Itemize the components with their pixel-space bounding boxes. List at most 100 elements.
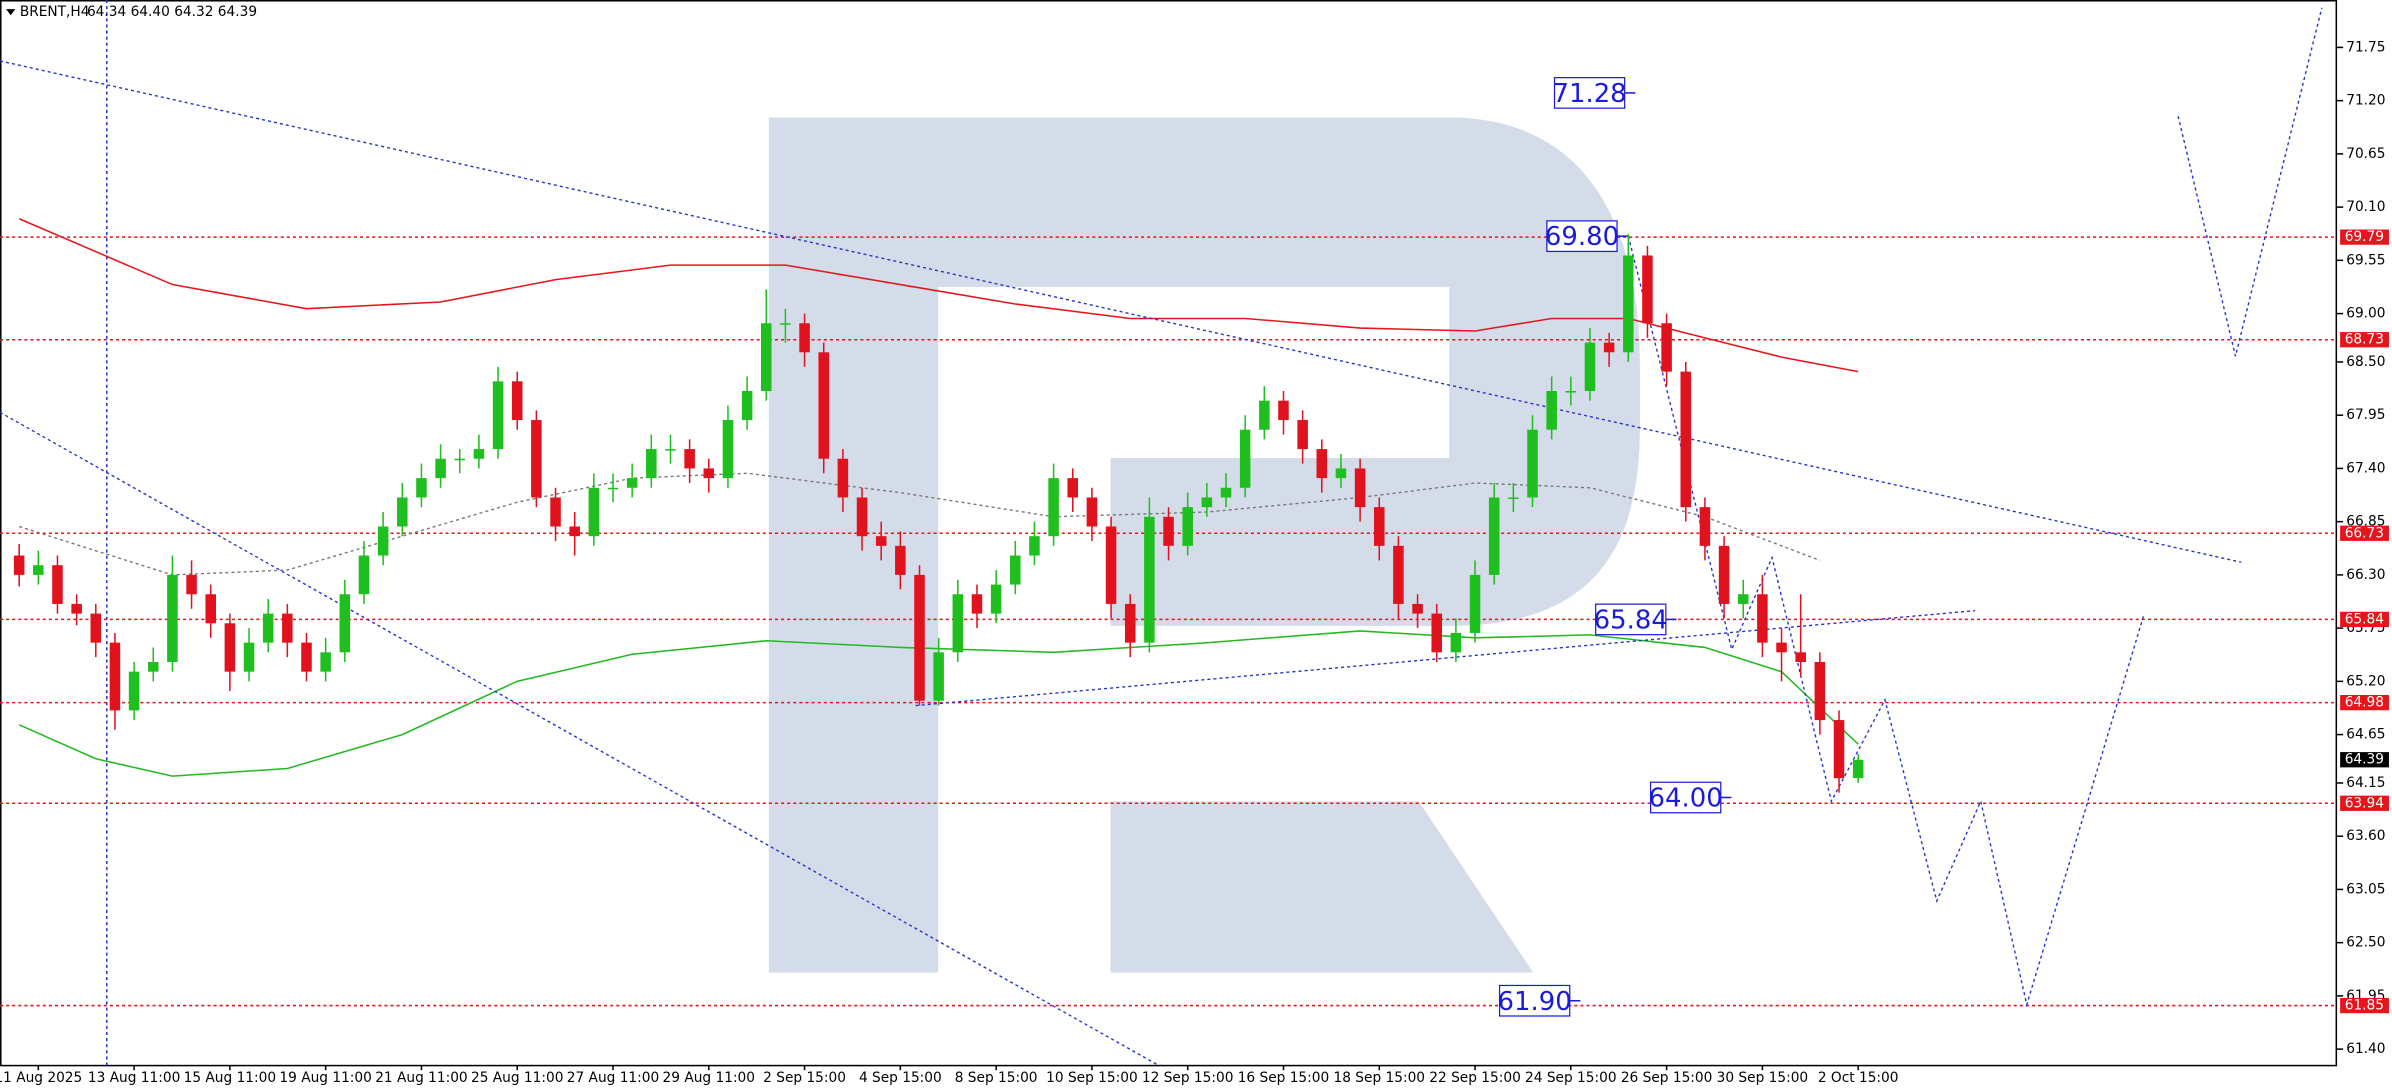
candle-body xyxy=(1029,536,1040,556)
candle-body xyxy=(358,555,370,595)
level-label: 63.94 xyxy=(2345,795,2384,811)
x-tick-label: 19 Aug 11:00 xyxy=(279,1070,371,1086)
candle-body xyxy=(1105,526,1117,604)
level-label-bg xyxy=(2340,525,2389,541)
x-tick-label: 18 Sep 15:00 xyxy=(1333,1070,1425,1086)
candle-body xyxy=(1124,603,1136,643)
candle-body xyxy=(1737,594,1749,604)
candle-body xyxy=(1852,759,1864,779)
candle-body xyxy=(760,323,772,392)
candle-body xyxy=(952,594,964,653)
candle-body xyxy=(1086,497,1098,527)
x-tick-label: 27 Aug 11:00 xyxy=(567,1070,659,1086)
candle-body xyxy=(1297,420,1308,450)
candle-body xyxy=(741,391,753,421)
current-price-label: 64.39 xyxy=(2345,752,2384,768)
candle-body xyxy=(1373,507,1385,546)
candle-body xyxy=(435,458,446,479)
candle-body xyxy=(1144,516,1155,643)
x-tick-label: 22 Sep 15:00 xyxy=(1429,1070,1521,1086)
candle-body xyxy=(703,468,715,479)
y-tick-label: 64.65 xyxy=(2346,727,2385,743)
candle-body xyxy=(1776,642,1787,653)
level-label: 66.73 xyxy=(2345,525,2384,541)
x-tick-label: 10 Sep 15:00 xyxy=(1046,1070,1138,1086)
candle-body xyxy=(531,420,542,498)
trend-line xyxy=(0,411,1160,1067)
x-tick-label: 13 Aug 11:00 xyxy=(88,1070,180,1086)
candle-body xyxy=(1431,613,1442,653)
candle-body xyxy=(550,497,561,527)
y-tick-label: 62.50 xyxy=(2346,935,2385,951)
level-label: 64.98 xyxy=(2345,695,2384,711)
candle-body xyxy=(875,536,887,546)
level-label-bg xyxy=(2340,611,2389,628)
y-tick-label: 63.05 xyxy=(2346,881,2385,897)
candle-body xyxy=(1680,371,1692,508)
candle-body xyxy=(13,555,25,575)
annotation-label: 71.28 xyxy=(1552,79,1626,109)
candle-body xyxy=(799,323,810,353)
candle-body xyxy=(473,449,485,459)
y-tick-label: 71.20 xyxy=(2346,93,2385,109)
candle-body xyxy=(243,642,255,672)
candle-body xyxy=(1163,516,1174,546)
level-label: 65.84 xyxy=(2345,611,2384,627)
candle-body xyxy=(416,478,427,498)
candle-body xyxy=(167,574,178,662)
candle-body xyxy=(722,420,734,479)
candle-body xyxy=(1335,468,1347,479)
candle-body xyxy=(1508,497,1519,499)
moving-average xyxy=(18,630,1859,777)
candle-body xyxy=(588,487,600,537)
x-tick-label: 29 Aug 11:00 xyxy=(663,1070,755,1086)
candle-body xyxy=(837,458,849,498)
symbol-arrow xyxy=(6,9,16,16)
candle-body xyxy=(1699,507,1711,546)
candle-body xyxy=(914,574,925,701)
y-tick-label: 70.10 xyxy=(2346,199,2385,215)
y-tick-label: 70.65 xyxy=(2346,146,2385,162)
candle-body xyxy=(1642,255,1653,324)
y-tick-label: 71.75 xyxy=(2346,39,2385,55)
moving-average xyxy=(18,218,1859,373)
trend-line xyxy=(1627,235,2145,1008)
level-label: 61.85 xyxy=(2345,998,2384,1014)
x-tick-label: 21 Aug 11:00 xyxy=(375,1070,467,1086)
level-label: 68.73 xyxy=(2345,332,2384,348)
candle-body xyxy=(454,458,466,461)
annotation-label: 64.00 xyxy=(1649,784,1723,814)
y-tick-label: 63.60 xyxy=(2346,828,2385,844)
candle-body xyxy=(1833,720,1845,779)
candle-body xyxy=(301,642,312,672)
level-label-bg xyxy=(2340,997,2389,1014)
candle-body xyxy=(1546,391,1557,430)
symbol-title: BRENT,H4 xyxy=(20,4,90,20)
annotation-box xyxy=(1546,220,1618,253)
trend-line xyxy=(0,60,2242,563)
level-label-bg xyxy=(2340,795,2389,811)
ohlc-header: 64.34 64.40 64.32 64.39 xyxy=(87,4,257,20)
candle-body xyxy=(1795,652,1806,662)
candle-body xyxy=(1814,661,1826,721)
candle-body xyxy=(684,449,695,469)
candle-body xyxy=(492,381,504,450)
trend-line xyxy=(2177,7,2323,357)
x-tick-label: 24 Sep 15:00 xyxy=(1525,1070,1617,1086)
x-tick-label: 2 Oct 15:00 xyxy=(1818,1070,1899,1086)
candle-body xyxy=(1623,255,1634,353)
candle-body xyxy=(646,449,657,479)
candle-body xyxy=(1278,400,1289,421)
y-tick-label: 66.30 xyxy=(2346,567,2385,583)
level-label: 69.79 xyxy=(2345,229,2384,245)
y-tick-label: 67.95 xyxy=(2346,407,2385,423)
x-tick-label: 15 Aug 11:00 xyxy=(184,1070,276,1086)
level-label-bg xyxy=(2340,695,2389,711)
candle-body xyxy=(1565,391,1577,393)
candle-body xyxy=(1239,429,1251,488)
annotation-box xyxy=(1553,77,1626,109)
candle-body xyxy=(71,603,82,614)
candle-body xyxy=(1316,449,1328,479)
candle-body xyxy=(607,487,619,490)
